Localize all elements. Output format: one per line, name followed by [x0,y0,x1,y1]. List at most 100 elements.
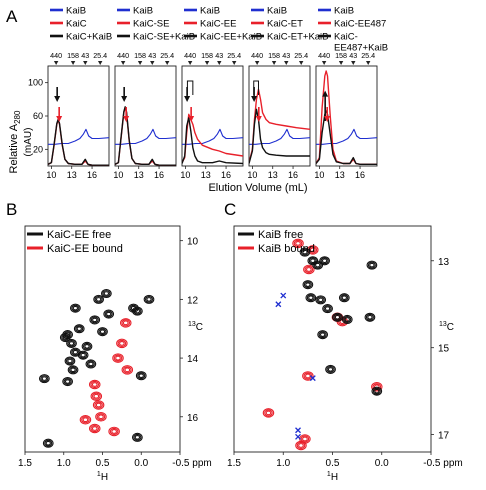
peak-free [341,314,353,324]
peak-free [98,328,107,336]
peak-free [61,334,70,341]
peak-bound [91,382,98,387]
y-tick-label: 16 [187,413,199,424]
x-tick-label: 10 [46,170,56,180]
marker-triangle [298,61,304,65]
legend-label: KaiC-EE [200,19,236,30]
peak-free [302,280,314,290]
marker-label: 25.4 [361,51,375,60]
marker-label: 158 [134,51,146,60]
x-tick-label: 13 [335,170,345,180]
peak-free [68,341,75,346]
marker-label: 440 [184,51,196,60]
subpanel-frame [114,65,177,167]
peak-bound [95,412,107,422]
peak-bound [262,408,275,418]
peak-free [343,316,352,323]
legend-label: KaiC- [334,32,358,43]
peak-free [101,288,112,299]
marker-triangle [284,61,289,65]
marker-label: 158 [67,51,79,60]
legend-label: KaiC-ET [267,19,303,30]
marker-triangle [137,61,143,65]
peak-free [75,325,84,333]
marker-triangle [271,61,277,65]
peak-bound [108,426,120,437]
peak-free [59,332,71,343]
peak-free [102,290,111,297]
peak-free [320,257,329,265]
peak-free [374,388,380,394]
peak-free [132,306,143,316]
nmr-legend: KaiB free KaiB bound [238,229,315,255]
peak-bound [292,238,304,249]
legend-label: KaiB bound [258,243,315,255]
peak-free [319,256,330,266]
peak-free [99,329,106,334]
marker-triangle [70,61,76,65]
peak-bound [122,320,129,326]
arrow-head [56,116,63,122]
panel-a-ylabel: Relative A280 [8,110,22,173]
peak-aliased [275,301,282,308]
marker-triangle [204,61,210,65]
nmr-legend: KaiC-EE free KaiC-EE bound [27,229,123,255]
peak-aliased [295,433,301,440]
peak-free [73,324,85,334]
peak-free [341,295,347,301]
peak-free [77,350,89,360]
x-tick-label: 1.0 [57,458,71,469]
subpanel-frame [315,65,378,167]
panel-c-label: C [224,200,236,219]
peak-free [364,312,376,322]
legend-label: KaiC-EE487 [334,19,386,30]
marker-triangle [321,61,327,65]
x-tick-label: 0.0 [134,458,148,469]
marker-triangle [83,61,88,65]
peak-bound [96,413,106,421]
arrow-head [54,96,61,102]
peak-bound [90,424,100,433]
y-axis-label: 13C [188,321,203,333]
peak-free [326,365,335,373]
peak-free [318,297,324,303]
legend-label: KaiC-EE bound [47,243,123,255]
x-tick-label: 10 [113,170,123,180]
peak-free [64,356,76,366]
marker-triangle [338,61,344,65]
x-tick-label: 16 [288,170,298,180]
legend-label: KaiC-SE+KaiB [133,32,195,43]
peak-free [65,357,74,365]
peak-free [146,297,152,302]
panel-a-xlabel: Elution Volume (mL) [208,182,307,194]
series-line [182,128,243,145]
peak-bound [95,402,102,408]
peak-free [40,375,49,383]
peak-bound [304,265,314,274]
peak-bound [91,426,98,431]
peak-free [81,341,93,351]
x-tick-label: 13 [134,170,144,180]
peak-free [299,247,311,257]
peak-free [42,438,54,448]
peak-free [44,439,53,447]
peak-free [82,342,92,350]
ylabel-sub: 280 [13,110,22,124]
peak-free [318,331,327,339]
peak-free [79,351,88,359]
peak-bound [302,371,314,381]
panel-b-label: B [6,200,17,219]
peak-free [315,295,327,305]
peak-free [137,372,146,380]
peak-free [315,262,321,268]
subpanel-5: 440 158 43 25.4 10 13 16 [314,51,378,180]
panel-a-label: A [6,7,18,26]
peak-bound [305,373,311,379]
peak-free [64,379,71,384]
peak-bound [92,392,101,400]
peak-free [45,440,51,446]
x-tick-label: 10 [247,170,257,180]
peak-free [41,376,48,381]
peak-free [313,261,322,269]
x-tick-label: 16 [154,170,164,180]
